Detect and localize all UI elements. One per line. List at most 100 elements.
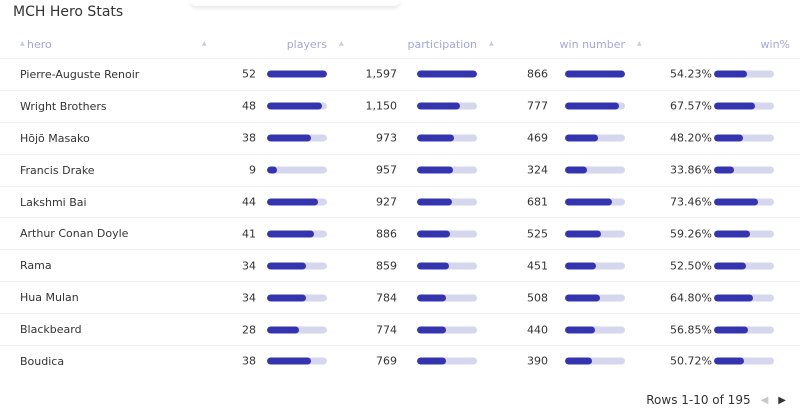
participation-bar xyxy=(417,326,477,334)
table-row: Rama 34 859 451 52.50% xyxy=(0,249,800,282)
top-shadow-decoration xyxy=(190,0,400,6)
bar-fill xyxy=(714,230,750,238)
hero-name-cell: Pierre-Auguste Renoir xyxy=(0,58,200,91)
win-number-cell: 525 xyxy=(487,217,635,250)
column-header-hero[interactable]: ▲ hero xyxy=(0,30,200,59)
win-number-bar xyxy=(565,262,625,270)
bar-fill xyxy=(267,294,307,302)
cell-content: 440 xyxy=(487,314,635,345)
sort-caret-icon: ▲ xyxy=(339,40,344,47)
win-pct-value: 54.23% xyxy=(670,67,712,81)
participation-bar xyxy=(417,198,477,206)
players-value: 38 xyxy=(242,131,256,145)
participation-value: 886 xyxy=(376,227,397,241)
cell-content: 784 xyxy=(337,282,487,313)
win-number-bar xyxy=(565,230,625,238)
table-row: Blackbeard 28 774 440 56.85% xyxy=(0,313,800,346)
hero-name-cell: Hōjō Masako xyxy=(0,121,200,155)
participation-value: 769 xyxy=(376,354,397,368)
participation-bar xyxy=(417,134,477,142)
players-value: 9 xyxy=(249,163,256,177)
win-pct-value: 64.80% xyxy=(670,291,712,305)
win-pct-bar xyxy=(714,294,774,302)
sort-caret-icon: ▲ xyxy=(202,40,207,47)
participation-cell: 784 xyxy=(337,281,487,314)
table-row: Wright Brothers 48 1,150 777 67.57% xyxy=(0,89,800,123)
win-pct-cell: 56.85% xyxy=(635,313,800,346)
cell-content: 38 xyxy=(200,346,337,377)
players-value: 28 xyxy=(242,323,256,337)
bar-fill xyxy=(267,198,318,206)
win-pct-cell: 52.50% xyxy=(635,249,800,282)
participation-bar xyxy=(417,70,477,78)
bar-fill xyxy=(417,230,451,238)
bar-fill xyxy=(565,70,625,78)
bar-fill xyxy=(714,262,746,270)
players-cell: 34 xyxy=(200,281,337,314)
win-number-cell: 681 xyxy=(487,185,635,218)
table-row: Hōjō Masako 38 973 469 48.20% xyxy=(0,121,800,155)
players-cell: 28 xyxy=(200,313,337,346)
win-number-value: 451 xyxy=(527,259,548,273)
players-cell: 9 xyxy=(200,153,337,187)
participation-bar xyxy=(417,230,477,238)
bar-fill xyxy=(565,262,597,270)
cell-content: 52.50% xyxy=(635,250,800,281)
bar-fill xyxy=(417,102,461,110)
bar-fill xyxy=(417,326,447,334)
column-header-win-number[interactable]: ▲ win number xyxy=(487,30,635,59)
table-row: Hua Mulan 34 784 508 64.80% xyxy=(0,281,800,314)
win-pct-value: 50.72% xyxy=(670,354,712,368)
players-bar xyxy=(267,262,327,270)
bar-fill xyxy=(565,326,596,334)
win-number-bar xyxy=(565,357,625,365)
players-cell: 44 xyxy=(200,185,337,218)
cell-content: 769 xyxy=(337,346,487,377)
players-cell: 48 xyxy=(200,89,337,123)
hero-stats-table: ▲ hero ▲ players ▲ participation ▲ win n… xyxy=(0,30,800,377)
bar-fill xyxy=(565,294,601,302)
cell-content: 866 xyxy=(487,59,635,90)
participation-bar xyxy=(417,262,477,270)
participation-value: 927 xyxy=(376,195,397,209)
players-cell: 52 xyxy=(200,58,337,91)
participation-value: 859 xyxy=(376,259,397,273)
win-pct-bar xyxy=(714,198,774,206)
cell-content: 56.85% xyxy=(635,314,800,345)
column-header-participation[interactable]: ▲ participation xyxy=(337,30,487,59)
table-row: Boudica 38 769 390 50.72% xyxy=(0,345,800,377)
chevron-left-icon[interactable]: ◀ xyxy=(760,394,769,406)
participation-cell: 774 xyxy=(337,313,487,346)
sort-caret-icon: ▲ xyxy=(20,40,25,47)
players-cell: 38 xyxy=(200,345,337,377)
bar-fill xyxy=(267,230,315,238)
win-number-bar xyxy=(565,294,625,302)
win-pct-bar xyxy=(714,70,774,78)
chevron-right-icon[interactable]: ▶ xyxy=(778,394,786,406)
participation-bar xyxy=(417,294,477,302)
win-number-value: 681 xyxy=(527,195,548,209)
cell-content: 73.46% xyxy=(635,187,800,218)
hero-name-cell: Hua Mulan xyxy=(0,281,200,314)
players-bar xyxy=(267,357,327,365)
win-number-bar xyxy=(565,326,625,334)
column-header-players[interactable]: ▲ players xyxy=(200,30,337,59)
participation-cell: 1,150 xyxy=(337,89,487,123)
win-pct-bar xyxy=(714,230,774,238)
win-number-bar xyxy=(565,70,625,78)
bar-fill xyxy=(714,70,747,78)
cell-content: 324 xyxy=(487,155,635,186)
hero-name-cell: Wright Brothers xyxy=(0,89,200,123)
table-row: Lakshmi Bai 44 927 681 73.46% xyxy=(0,185,800,218)
win-pct-value: 56.85% xyxy=(670,323,712,337)
hero-name-cell: Lakshmi Bai xyxy=(0,185,200,218)
participation-value: 1,150 xyxy=(365,99,398,113)
bar-fill xyxy=(267,70,327,78)
column-header-win-pct[interactable]: ▲ win% xyxy=(635,30,800,59)
bar-fill xyxy=(267,262,307,270)
players-value: 34 xyxy=(242,291,256,305)
cell-content: 390 xyxy=(487,346,635,377)
win-pct-bar xyxy=(714,326,774,334)
cell-content: 1,150 xyxy=(337,91,487,122)
win-number-cell: 866 xyxy=(487,58,635,91)
